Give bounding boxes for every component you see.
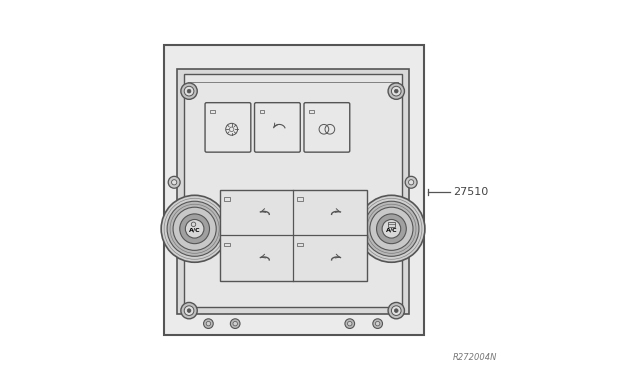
Circle shape (348, 321, 352, 326)
Circle shape (376, 214, 406, 244)
Bar (309, 110, 314, 113)
Circle shape (376, 321, 380, 326)
Circle shape (187, 309, 191, 312)
Circle shape (233, 321, 237, 326)
Circle shape (206, 321, 211, 326)
Circle shape (186, 219, 204, 238)
Circle shape (364, 201, 419, 256)
Circle shape (358, 195, 425, 262)
Circle shape (168, 176, 180, 188)
Circle shape (187, 89, 191, 93)
Circle shape (392, 86, 401, 96)
Text: A/C: A/C (386, 228, 397, 233)
Bar (298, 243, 303, 247)
Bar (211, 110, 215, 113)
Circle shape (388, 302, 404, 319)
Bar (260, 110, 264, 113)
Circle shape (394, 309, 398, 312)
Circle shape (345, 319, 355, 328)
Circle shape (370, 207, 413, 250)
FancyBboxPatch shape (184, 74, 402, 307)
Circle shape (230, 319, 240, 328)
Circle shape (408, 180, 413, 185)
Circle shape (167, 201, 222, 256)
Circle shape (394, 89, 398, 93)
Bar (224, 197, 230, 201)
FancyBboxPatch shape (205, 103, 251, 152)
FancyBboxPatch shape (304, 103, 349, 152)
Circle shape (180, 214, 209, 244)
Bar (224, 243, 230, 247)
Bar (388, 222, 395, 227)
Circle shape (382, 219, 401, 238)
Circle shape (392, 306, 401, 315)
FancyBboxPatch shape (220, 190, 367, 281)
Text: A/C: A/C (189, 228, 200, 233)
Circle shape (184, 306, 194, 315)
Circle shape (181, 83, 197, 99)
Circle shape (172, 180, 177, 185)
Circle shape (184, 86, 194, 96)
Circle shape (181, 302, 197, 319)
Bar (298, 197, 303, 201)
Circle shape (405, 176, 417, 188)
Circle shape (161, 195, 228, 262)
Text: 27510: 27510 (453, 187, 488, 196)
FancyBboxPatch shape (255, 103, 300, 152)
Circle shape (173, 207, 216, 250)
Text: R272004N: R272004N (452, 353, 497, 362)
FancyBboxPatch shape (177, 69, 410, 314)
Circle shape (204, 319, 213, 328)
FancyBboxPatch shape (164, 45, 424, 335)
Circle shape (373, 319, 383, 328)
Circle shape (388, 83, 404, 99)
